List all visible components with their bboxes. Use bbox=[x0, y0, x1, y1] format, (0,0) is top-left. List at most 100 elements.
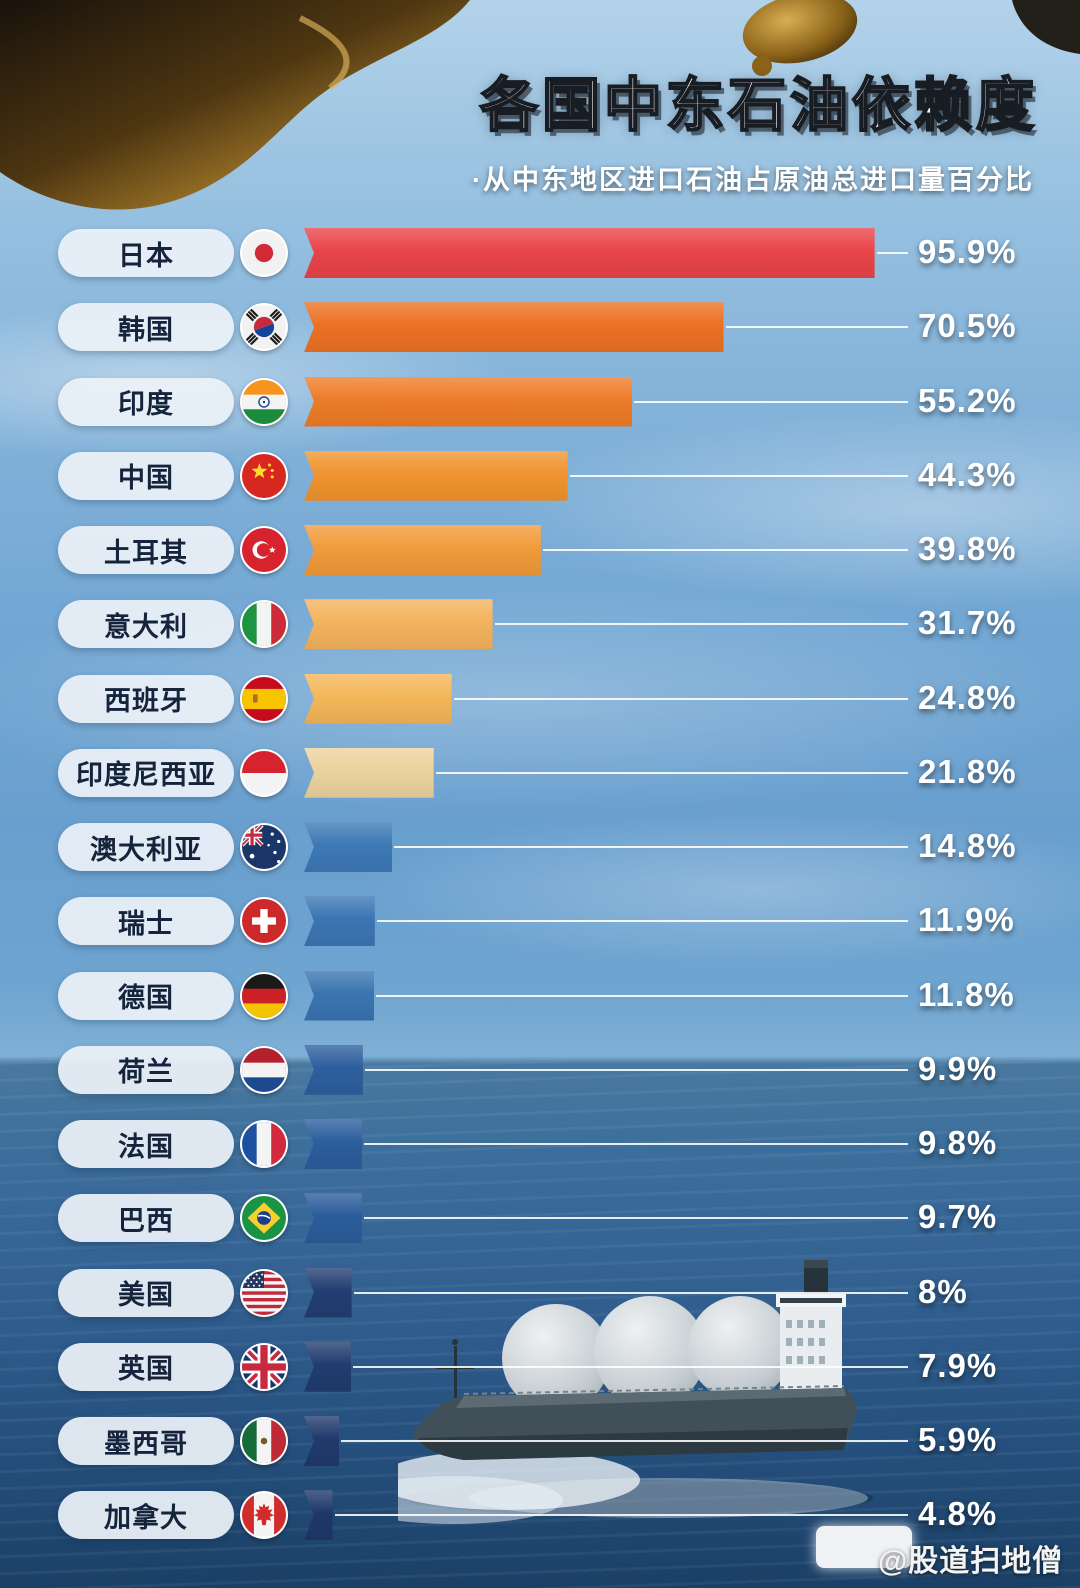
canada-flag-icon bbox=[240, 1491, 288, 1540]
value-label: 95.9% bbox=[918, 233, 1017, 270]
chart-row: 墨西哥 5.9% bbox=[0, 1404, 1080, 1478]
italy-flag-icon bbox=[240, 600, 288, 649]
value-label: 9.9% bbox=[918, 1049, 998, 1087]
chart-row: 土耳其 39.8% bbox=[0, 513, 1080, 587]
dependency-bar bbox=[304, 1267, 352, 1318]
connector-line bbox=[494, 623, 908, 626]
connector-line bbox=[453, 697, 908, 700]
chart-row: 印度尼西亚 21.8% bbox=[0, 736, 1080, 810]
indonesia-flag-icon bbox=[240, 748, 288, 797]
japan-flag-icon bbox=[240, 229, 288, 277]
connector-line bbox=[634, 400, 908, 403]
value-label: 8% bbox=[918, 1272, 968, 1310]
dependency-bar bbox=[304, 673, 452, 724]
chart-row: 韩国 70.5% bbox=[0, 290, 1080, 364]
chart-row: 意大利 31.7% bbox=[0, 587, 1080, 661]
country-label-pill: 中国 bbox=[58, 451, 234, 500]
country-name: 瑞士 bbox=[118, 908, 174, 939]
chart-subtitle: ·从中东地区进口石油占原油总进口量百分比 bbox=[472, 165, 1034, 195]
connector-line bbox=[725, 326, 908, 329]
country-name: 加拿大 bbox=[104, 1502, 188, 1533]
country-name: 日本 bbox=[118, 240, 174, 271]
spain-flag-icon bbox=[240, 674, 288, 723]
value-label: 11.8% bbox=[918, 975, 1015, 1013]
country-label-pill: 瑞士 bbox=[58, 897, 234, 946]
france-flag-icon bbox=[240, 1120, 288, 1168]
dependency-bar bbox=[304, 228, 875, 278]
value-label: 70.5% bbox=[918, 307, 1017, 345]
connector-line bbox=[376, 920, 908, 923]
value-label: 39.8% bbox=[918, 530, 1017, 567]
country-label-pill: 印度尼西亚 bbox=[58, 748, 234, 797]
value-label: 5.9% bbox=[918, 1421, 998, 1458]
chart-row: 荷兰 9.9% bbox=[0, 1033, 1080, 1107]
value-label: 31.7% bbox=[918, 604, 1017, 642]
connector-line bbox=[376, 994, 908, 997]
country-label-pill: 美国 bbox=[58, 1268, 234, 1317]
dependency-bar bbox=[304, 970, 375, 1021]
country-label-pill: 日本 bbox=[58, 229, 234, 277]
country-name: 韩国 bbox=[118, 314, 174, 345]
country-name: 德国 bbox=[118, 983, 174, 1013]
value-label: 11.9% bbox=[918, 901, 1015, 939]
australia-flag-icon bbox=[240, 823, 288, 871]
country-label-pill: 澳大利亚 bbox=[58, 823, 234, 871]
connector-line bbox=[394, 846, 908, 848]
value-label: 21.8% bbox=[918, 752, 1017, 790]
country-label-pill: 墨西哥 bbox=[58, 1417, 234, 1465]
country-name: 澳大利亚 bbox=[90, 834, 202, 865]
country-name: 荷兰 bbox=[118, 1057, 174, 1088]
country-label-pill: 印度 bbox=[58, 377, 234, 426]
connector-line bbox=[363, 1217, 908, 1220]
dependency-bar bbox=[304, 525, 541, 575]
chart-row: 印度 55.2% bbox=[0, 365, 1080, 439]
dependency-bar bbox=[304, 1341, 351, 1392]
germany-flag-icon bbox=[240, 971, 288, 1020]
chart-row: 澳大利亚 14.8% bbox=[0, 810, 1080, 884]
dependency-bar bbox=[304, 822, 393, 872]
country-name: 西班牙 bbox=[104, 686, 188, 716]
connector-line bbox=[353, 1365, 908, 1368]
dependency-bar bbox=[304, 747, 434, 798]
mexico-flag-icon bbox=[240, 1417, 288, 1465]
india-flag-icon bbox=[240, 377, 288, 426]
country-name: 中国 bbox=[118, 463, 174, 494]
country-name: 印度 bbox=[118, 389, 174, 419]
country-name: 美国 bbox=[118, 1280, 174, 1310]
country-name: 法国 bbox=[118, 1131, 174, 1162]
chart-row: 法国 9.8% bbox=[0, 1107, 1080, 1181]
country-label-pill: 意大利 bbox=[58, 600, 234, 649]
country-name: 英国 bbox=[118, 1354, 174, 1385]
value-label: 4.8% bbox=[918, 1495, 998, 1533]
netherlands-flag-icon bbox=[240, 1045, 288, 1094]
value-label: 9.8% bbox=[918, 1124, 998, 1161]
country-label-pill: 英国 bbox=[58, 1342, 234, 1391]
tanker-ship-illustration bbox=[398, 1260, 873, 1524]
country-label-pill: 土耳其 bbox=[58, 526, 234, 574]
value-label: 14.8% bbox=[918, 827, 1017, 864]
country-label-pill: 法国 bbox=[58, 1120, 234, 1168]
connector-line bbox=[341, 1440, 908, 1442]
watermark: @股道扫地僧 bbox=[878, 1545, 1064, 1578]
chart-row: 英国 7.9% bbox=[0, 1330, 1080, 1404]
dependency-bar bbox=[304, 376, 633, 427]
connector-line bbox=[364, 1143, 908, 1145]
usa-flag-icon bbox=[240, 1268, 288, 1317]
connector-line bbox=[569, 474, 908, 477]
value-label: 24.8% bbox=[918, 678, 1017, 716]
chart-row: 美国 8% bbox=[0, 1256, 1080, 1330]
country-name: 印度尼西亚 bbox=[76, 760, 216, 791]
dependency-bar bbox=[304, 1119, 363, 1169]
dependency-bar bbox=[304, 1193, 362, 1244]
chart-row: 巴西 9.7% bbox=[0, 1181, 1080, 1255]
dependency-bar bbox=[304, 302, 724, 353]
chart-title: 各国中东石油依赖度 bbox=[479, 72, 1038, 139]
connector-line bbox=[353, 1291, 908, 1294]
chart-row: 西班牙 24.8% bbox=[0, 662, 1080, 736]
watermark-cover bbox=[816, 1526, 912, 1568]
country-name: 巴西 bbox=[118, 1205, 174, 1236]
chart-row: 瑞士 11.9% bbox=[0, 884, 1080, 958]
brazil-flag-icon bbox=[240, 1194, 288, 1243]
